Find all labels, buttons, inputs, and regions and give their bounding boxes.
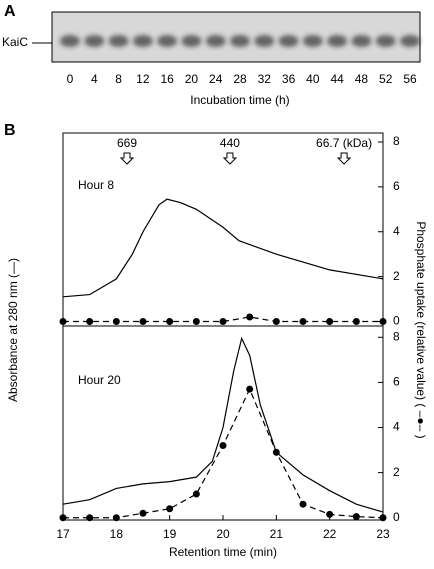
data-point <box>352 513 360 521</box>
marker-arrow <box>222 152 238 165</box>
marker-label: 669 <box>117 136 137 150</box>
x-tick-label: 17 <box>56 527 70 541</box>
x-tick-label: 22 <box>323 527 337 541</box>
x-tick-label: 18 <box>110 527 124 541</box>
band <box>108 35 129 47</box>
row-label: KaiC <box>2 35 28 49</box>
lane-label: 44 <box>330 72 344 86</box>
band <box>278 35 299 47</box>
data-point <box>352 318 360 326</box>
band <box>400 35 420 47</box>
band <box>157 35 178 47</box>
data-point <box>192 318 200 326</box>
data-point <box>112 318 120 326</box>
lane-label: 0 <box>67 72 74 86</box>
data-point <box>219 442 227 450</box>
lane-label: 28 <box>233 72 247 86</box>
lane-label: 12 <box>136 72 150 86</box>
x-tick-label: 19 <box>163 527 177 541</box>
lane-label: 32 <box>258 72 272 86</box>
x-tick-label: 23 <box>376 527 390 541</box>
marker-label: 66.7 (kDa) <box>316 136 372 150</box>
series-line <box>62 198 384 298</box>
panel-label: B <box>4 122 16 139</box>
y-tick-label: 4 <box>393 224 400 238</box>
y-tick-label: 8 <box>393 329 400 343</box>
data-point <box>192 490 200 498</box>
lane-label: 8 <box>115 72 122 86</box>
lane-label: 36 <box>282 72 296 86</box>
y-tick-label: 0 <box>393 314 400 328</box>
data-point <box>299 318 307 326</box>
series-line <box>62 336 384 513</box>
panel-label: A <box>4 3 16 20</box>
data-point <box>166 505 174 513</box>
lane-label: 48 <box>355 72 369 86</box>
marker-arrow <box>119 152 135 165</box>
lane-label: 16 <box>160 72 174 86</box>
band <box>327 35 348 47</box>
band <box>132 35 153 47</box>
data-point <box>86 514 94 522</box>
y-tick-label: 2 <box>393 465 400 479</box>
data-point <box>86 318 94 326</box>
y-tick-label: 0 <box>393 510 400 524</box>
data-point <box>59 514 67 522</box>
data-point <box>246 313 254 321</box>
data-point <box>326 318 334 326</box>
data-point <box>379 318 387 326</box>
data-point <box>326 510 334 518</box>
data-point <box>59 318 67 326</box>
series-line <box>63 387 384 519</box>
x-tick-label: 21 <box>270 527 284 541</box>
data-point <box>272 318 280 326</box>
y2-axis-label: Phosphate uptake (relative value) ( –●– … <box>414 221 428 438</box>
lane-label: 40 <box>306 72 320 86</box>
band <box>375 35 396 47</box>
subplot-title: Hour 20 <box>78 373 121 387</box>
data-point <box>139 509 147 517</box>
y-tick-label: 6 <box>393 375 400 389</box>
subplot-title: Hour 8 <box>78 178 114 192</box>
y-tick-label: 8 <box>393 134 400 148</box>
band <box>230 35 250 47</box>
data-point <box>112 514 120 522</box>
data-point <box>219 318 227 326</box>
y-axis-label: Absorbance at 280 nm (—) <box>6 258 20 402</box>
band <box>254 35 275 47</box>
lane-label: 24 <box>209 72 223 86</box>
x-axis-label: Retention time (min) <box>169 545 277 559</box>
lane-label: 4 <box>91 72 98 86</box>
band <box>205 35 226 47</box>
band <box>302 35 323 47</box>
x-axis-label: Incubation time (h) <box>190 93 289 107</box>
band <box>60 35 80 47</box>
bands <box>60 35 420 47</box>
data-point <box>166 318 174 326</box>
data-point <box>272 448 280 456</box>
band <box>181 35 202 47</box>
data-point <box>299 500 307 508</box>
y-tick-label: 6 <box>393 179 400 193</box>
marker-arrow <box>336 152 352 165</box>
y-tick-label: 2 <box>393 269 400 283</box>
band <box>351 35 372 47</box>
lane-label: 52 <box>379 72 393 86</box>
band <box>84 35 105 47</box>
y-tick-label: 4 <box>393 420 400 434</box>
x-tick-label: 20 <box>216 527 230 541</box>
data-point <box>139 318 147 326</box>
data-point <box>246 385 254 393</box>
lane-label: 20 <box>185 72 199 86</box>
plot-frame <box>62 132 384 327</box>
data-point <box>379 514 387 522</box>
lane-label: 56 <box>403 72 417 86</box>
marker-label: 440 <box>220 136 240 150</box>
